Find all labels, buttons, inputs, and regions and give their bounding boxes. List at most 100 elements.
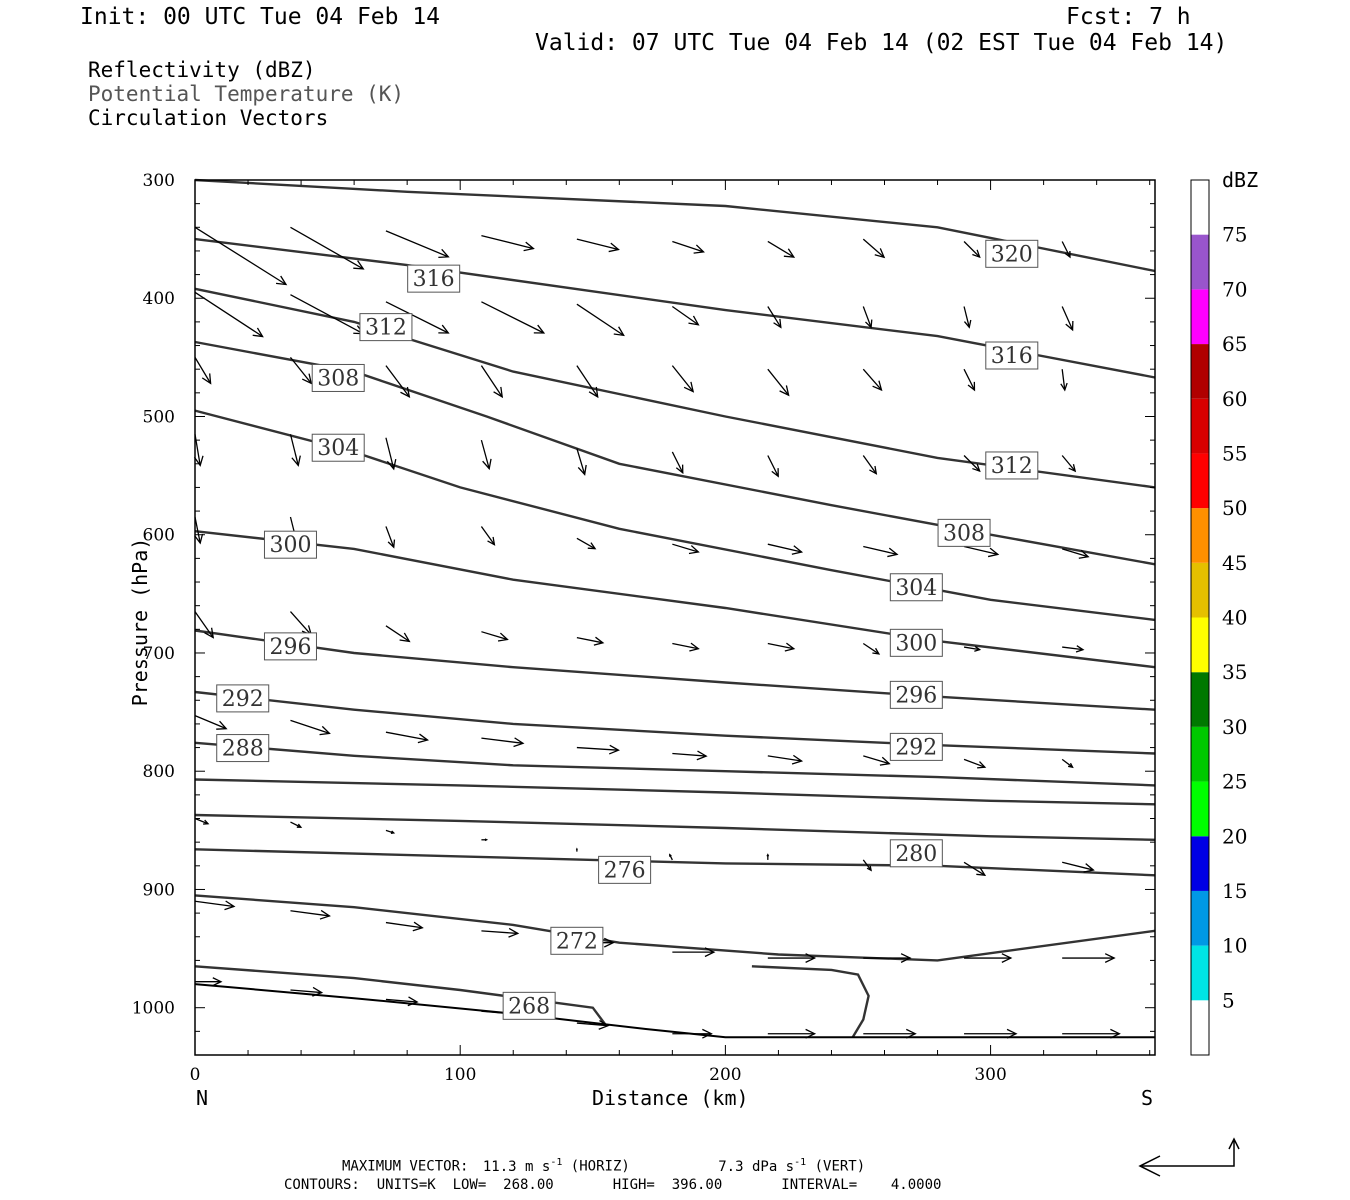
- valid-time: Valid: 07 UTC Tue 04 Feb 14 (02 EST Tue …: [535, 30, 1228, 56]
- circulation-vector: [194, 900, 236, 911]
- vector-shaft: [576, 746, 619, 751]
- contour-label-text: 312: [991, 454, 1033, 479]
- vector-shaft: [1061, 455, 1076, 472]
- vector-head: [1067, 762, 1074, 769]
- colorbar-segment: [1191, 344, 1209, 399]
- max-vector-vert-exp: -1: [794, 1157, 807, 1168]
- vector-shaft: [194, 611, 214, 638]
- y-tick-label: 400: [143, 289, 175, 309]
- circulation-vector: [576, 1020, 610, 1030]
- max-vector-vert: 7.3 dPa s: [718, 1158, 795, 1175]
- contour-label-box: [216, 684, 270, 713]
- vector-head: [1083, 863, 1095, 873]
- vector-shaft: [862, 455, 877, 475]
- vector-shaft: [480, 439, 490, 469]
- vector-shaft: [385, 437, 395, 470]
- colorbar-level-label: 20: [1222, 824, 1247, 848]
- vector-head: [275, 275, 288, 286]
- vector-shaft: [385, 526, 395, 548]
- colorbar-segment: [1191, 836, 1209, 891]
- circulation-vector: [194, 291, 264, 338]
- circulation-vector: [481, 234, 535, 252]
- colorbar-segment: [1191, 289, 1209, 345]
- contour-label: 312: [359, 313, 413, 342]
- vector-head: [683, 381, 695, 393]
- circulation-vector: [1062, 953, 1116, 963]
- vector-shaft: [194, 900, 235, 908]
- circulation-vector: [767, 953, 817, 963]
- colorbar-segment: [1191, 890, 1209, 946]
- vector-head: [879, 756, 891, 766]
- vector-head: [194, 533, 204, 545]
- circulation-vector: [766, 853, 770, 860]
- contour-label: 320: [985, 239, 1039, 268]
- circulation-vector: [963, 306, 972, 329]
- vector-shaft: [481, 930, 518, 935]
- vector-head: [869, 465, 878, 475]
- contour-label-text: 316: [413, 267, 455, 292]
- circulation-vector: [481, 838, 489, 842]
- colorbar-level-label: 75: [1222, 223, 1247, 247]
- vector-shaft: [963, 545, 999, 555]
- max-vector-vert-tail: (VERT): [814, 1158, 866, 1175]
- contour-label-text: 292: [895, 735, 937, 760]
- colorbar-level-label: 60: [1222, 387, 1247, 411]
- circulation-vector: [671, 365, 695, 393]
- circulation-vector: [576, 448, 587, 476]
- vector-shaft: [672, 240, 704, 253]
- max-vector-line: MAXIMUM VECTOR: 11.3 m s-1 (HORIZ) 7.3 d…: [342, 1157, 865, 1175]
- circulation-vector: [1062, 1028, 1121, 1039]
- circulation-vector: [481, 631, 509, 642]
- init-time: Init: 00 UTC Tue 04 Feb 14: [80, 4, 441, 30]
- vector-head: [386, 459, 397, 471]
- field-potential-temperature: Potential Temperature (K): [88, 82, 405, 106]
- vector-shaft: [481, 737, 524, 744]
- vector-shaft: [963, 368, 976, 391]
- vector-shaft: [289, 611, 312, 636]
- vector-shaft: [194, 715, 227, 730]
- vector-shaft: [385, 731, 428, 741]
- contour-label: 292: [889, 732, 943, 761]
- vector-head: [976, 867, 987, 877]
- contour-label-text: 280: [895, 842, 937, 867]
- circulation-vector: [1062, 645, 1085, 653]
- vector-head: [688, 545, 700, 555]
- circulation-vector: [289, 611, 313, 637]
- isentrope-292: [194, 690, 1156, 755]
- vector-head: [399, 632, 411, 643]
- vector-shaft: [194, 516, 201, 544]
- circulation-vector: [767, 368, 790, 397]
- vector-shaft: [290, 294, 364, 335]
- vector-shaft: [671, 365, 694, 393]
- vector-head: [974, 645, 982, 652]
- vector-head: [866, 865, 872, 872]
- vector-shaft: [767, 543, 802, 553]
- x-axis-label: Distance (km): [592, 1086, 749, 1110]
- vector-shaft: [963, 646, 980, 651]
- colorbar-level-label: 15: [1222, 879, 1247, 903]
- vector-head: [963, 319, 972, 329]
- vector-head: [669, 853, 672, 857]
- circulation-vector: [1061, 306, 1074, 332]
- vector-shaft: [767, 455, 779, 477]
- vector-head: [872, 647, 881, 655]
- y-axis-label: Pressure (hPa): [128, 537, 152, 707]
- vector-shaft: [862, 238, 885, 258]
- circulation-vector: [194, 226, 288, 286]
- vector-head: [791, 754, 804, 765]
- vector-head: [779, 385, 790, 397]
- contour-label-text: 300: [269, 533, 311, 558]
- vector-head: [533, 324, 546, 334]
- vector-head: [296, 823, 303, 828]
- vector-shaft: [481, 631, 508, 641]
- circulation-vector: [672, 1028, 713, 1039]
- contour-label-box: [216, 734, 270, 763]
- vector-shaft: [480, 365, 503, 398]
- colorbar-segment: [1191, 562, 1209, 618]
- contour-label-box: [985, 341, 1039, 370]
- circulation-vector: [1061, 455, 1077, 473]
- vector-shaft: [576, 303, 625, 336]
- vector-shaft: [1061, 758, 1073, 768]
- contour-label-box: [550, 926, 604, 955]
- circulation-vector: [194, 516, 204, 545]
